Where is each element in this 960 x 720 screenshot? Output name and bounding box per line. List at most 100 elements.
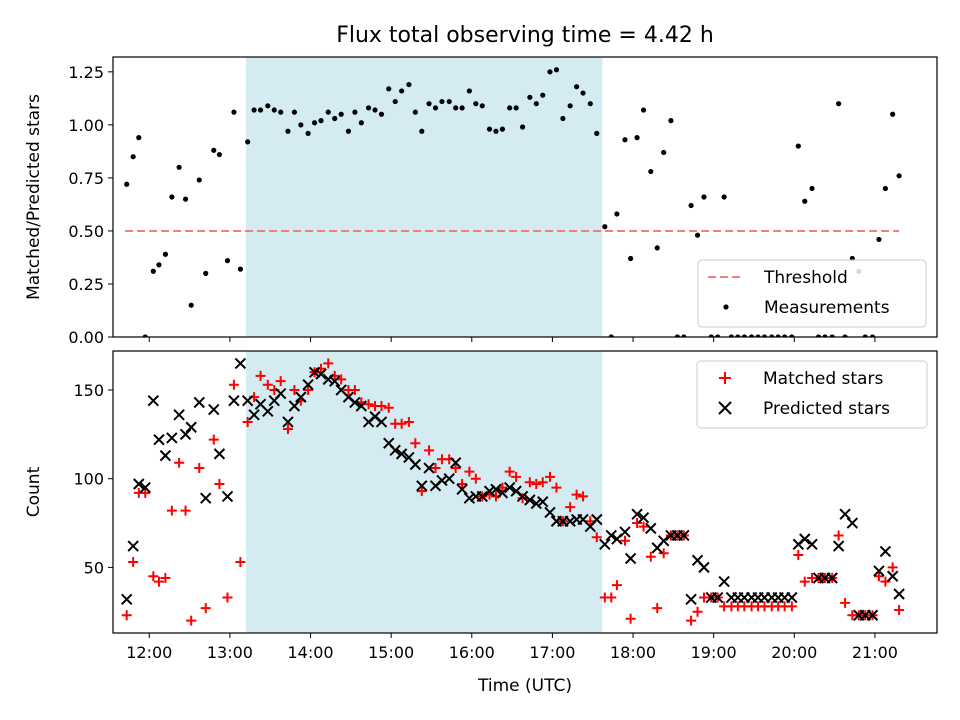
measurement-point (358, 120, 364, 126)
predicted-star-point (799, 533, 811, 545)
axes-frame (112, 56, 938, 338)
y-axis-label: Matched/Predicted stars (24, 94, 44, 300)
predicted-star-point (866, 609, 879, 621)
measurement-point (789, 334, 795, 337)
predicted-star-point (605, 529, 617, 542)
measurement-point (305, 130, 311, 136)
measurement-point (176, 164, 182, 170)
measurement-point (203, 270, 209, 276)
measurement-point (533, 101, 539, 107)
legend-matched-swatch (719, 372, 731, 384)
matched-star-point (214, 479, 225, 490)
matched-star-point (416, 486, 427, 497)
matched-star-point (282, 424, 293, 435)
predicted-star-point (193, 396, 205, 409)
measurement-point (507, 105, 513, 111)
measurement-point (332, 115, 338, 122)
matched-star-point (873, 571, 884, 582)
matched-star-point (833, 530, 844, 541)
measurement-point (869, 334, 876, 337)
predicted-star-point (185, 421, 197, 433)
legend-label: Threshold (763, 268, 848, 288)
measurement-point (741, 334, 747, 337)
predicted-star-point (228, 394, 240, 407)
measurement-point (196, 177, 202, 183)
measurement-point (124, 181, 130, 187)
predicted-star-point (832, 540, 845, 552)
measurement-point (527, 94, 533, 100)
matched-star-point (121, 610, 132, 621)
measurement-point (715, 334, 721, 337)
measurement-point (352, 109, 358, 115)
measurement-point (822, 334, 828, 337)
matched-star-point (470, 473, 481, 484)
y-tick-label: 100 (73, 470, 104, 489)
measurement-point (882, 185, 888, 192)
x-tick-label: 14:00 (287, 643, 333, 662)
measurement-point (735, 334, 741, 337)
predicted-star-point (308, 366, 321, 378)
predicted-star-point (234, 357, 247, 370)
matched-star-point (235, 557, 246, 568)
y-tick-label: 0.50 (68, 222, 104, 241)
measurement-point (338, 111, 344, 117)
matched-star-point (638, 521, 649, 532)
matched-star-point (619, 535, 630, 546)
measurement-point (311, 120, 318, 126)
predicted-star-point (173, 409, 185, 421)
measurement-point (513, 105, 519, 111)
predicted-star-point (389, 444, 401, 457)
matched-star-point (840, 597, 851, 608)
predicted-star-point (564, 515, 576, 527)
matched-star-point (194, 463, 205, 474)
predicted-star-point (490, 483, 502, 496)
matched-star-point (565, 502, 576, 513)
measurement-point (231, 109, 237, 115)
measurement-point (761, 334, 768, 337)
predicted-star-point (846, 517, 859, 529)
measurement-point (574, 84, 580, 90)
x-tick-label: 15:00 (368, 643, 414, 662)
measurement-point (278, 109, 284, 115)
predicted-star-point (355, 400, 368, 412)
legend-measurement-swatch (723, 304, 729, 310)
measurement-point (547, 69, 553, 75)
matched-star-point (658, 548, 669, 559)
series-measurements (124, 67, 902, 337)
predicted-star-point (483, 485, 496, 497)
predicted-star-point (274, 387, 287, 400)
predicted-star-point (248, 409, 260, 421)
measurement-point (614, 211, 620, 217)
y-tick-label: 1.25 (68, 63, 104, 82)
y-axis-label: Count (24, 466, 44, 517)
measurement-point (648, 168, 654, 175)
x-tick-label: 18:00 (610, 643, 656, 662)
measurement-point (681, 334, 687, 337)
predicted-star-point (416, 480, 428, 492)
measurement-point (188, 302, 194, 308)
matched-star-point (403, 416, 414, 427)
predicted-star-point (537, 496, 549, 508)
predicted-star-point (288, 400, 301, 412)
measurement-point (654, 245, 660, 251)
matched-star-point (174, 457, 185, 468)
matched-star-point (323, 358, 334, 369)
measurement-point (553, 67, 560, 73)
predicted-star-point (839, 508, 851, 520)
predicted-star-point (886, 570, 899, 582)
matched-star-point (228, 379, 239, 390)
matched-star-point (275, 376, 286, 387)
matched-star-point (652, 603, 663, 614)
legend-label: Measurements (764, 298, 890, 318)
matched-star-point (200, 603, 211, 614)
predicted-star-point (159, 449, 172, 462)
matched-star-point (551, 482, 562, 493)
measurement-point (815, 334, 822, 337)
measurement-point (862, 334, 868, 337)
measurement-point (216, 151, 223, 158)
matched-star-point (645, 551, 656, 562)
measurement-point (769, 334, 775, 337)
predicted-star-point (443, 472, 455, 485)
chart-title: Flux total observing time = 4.42 h (336, 23, 714, 48)
measurement-point (587, 101, 593, 107)
